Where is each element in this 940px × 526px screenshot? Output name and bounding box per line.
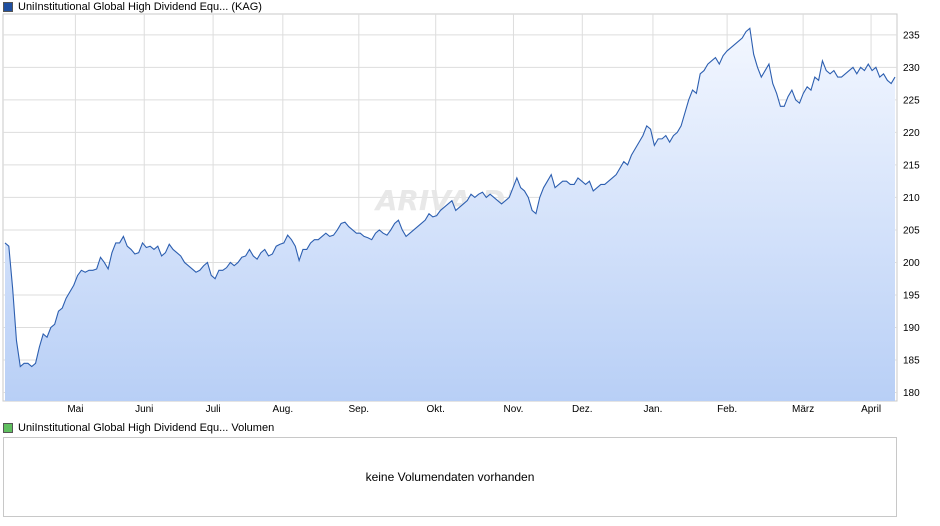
y-tick-label: 205	[903, 225, 920, 236]
x-tick-label: Juli	[206, 404, 221, 415]
x-tick-label: Jan.	[643, 404, 662, 415]
price-chart: ARIVA.DE 1801851901952002052102152202252…	[2, 13, 920, 415]
x-tick-label: Okt.	[427, 404, 445, 415]
y-tick-label: 180	[903, 388, 920, 399]
x-axis-labels: Mai Juni Juli Aug. Sep. Okt. Nov. Dez. Jan. Feb. M…	[67, 404, 881, 415]
price-line	[4, 27, 896, 368]
volume-legend-label: UniInstitutional Global High Dividend Eq…	[18, 422, 275, 434]
y-tick-label: 185	[903, 356, 920, 367]
x-tick-label: Nov.	[504, 404, 524, 415]
x-tick-label: Mai	[67, 404, 83, 415]
price-area-fill	[5, 28, 895, 402]
y-tick-label: 230	[903, 63, 920, 74]
y-tick-label: 235	[903, 30, 920, 41]
y-tick-label: 220	[903, 128, 920, 139]
y-axis-labels: 180 185 190 195 200 205 210 215 220 225 230 235	[903, 30, 920, 399]
volume-legend-swatch	[3, 423, 13, 433]
y-tick-label: 190	[903, 323, 920, 334]
x-tick-label: Aug.	[273, 404, 294, 415]
price-legend: UniInstitutional Global High Dividend Eq…	[3, 0, 262, 14]
y-tick-label: 200	[903, 258, 920, 269]
y-tick-label: 195	[903, 290, 920, 301]
volume-empty-message: keine Volumendaten vorhanden	[365, 470, 535, 484]
price-legend-label: UniInstitutional Global High Dividend Eq…	[18, 1, 262, 13]
y-tick-label: 210	[903, 193, 920, 204]
x-tick-label: Dez.	[572, 404, 593, 415]
x-tick-label: Sep.	[349, 404, 370, 415]
x-tick-label: März	[792, 404, 814, 415]
volume-legend: UniInstitutional Global High Dividend Eq…	[3, 421, 274, 435]
x-tick-label: Feb.	[717, 404, 737, 415]
x-tick-label: April	[861, 404, 881, 415]
price-legend-swatch	[3, 2, 13, 12]
x-tick-label: Juni	[135, 404, 153, 415]
volume-panel: keine Volumendaten vorhanden	[3, 437, 897, 517]
y-tick-label: 225	[903, 95, 920, 106]
y-tick-label: 215	[903, 160, 920, 171]
